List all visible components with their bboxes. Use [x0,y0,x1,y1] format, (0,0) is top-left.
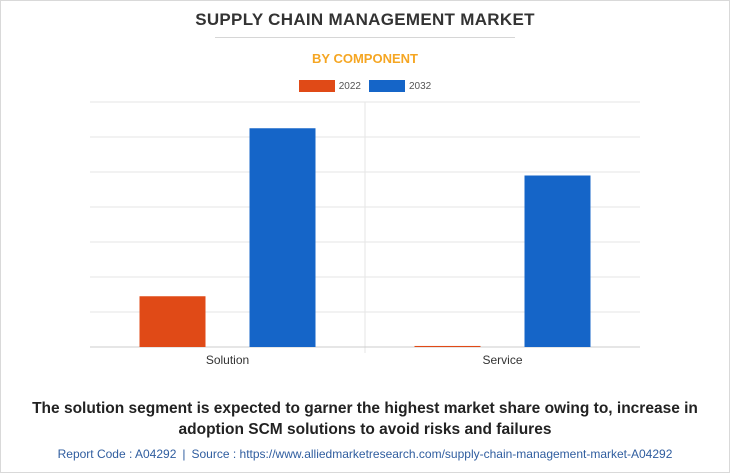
footer-separator: | [182,447,186,461]
legend-item-2032: 2032 [369,80,431,92]
legend-swatch-2022 [298,80,335,92]
chart-subtitle: BY COMPONENT [312,51,418,66]
bar-2032-solution [249,128,316,347]
legend-label-2022: 2022 [338,80,361,92]
source-link[interactable]: Source : https://www.alliedmarketresearc… [191,447,673,461]
bar-2022-service [414,345,481,347]
x-tick-label: Solution [206,353,249,367]
legend-item-2022: 2022 [298,80,361,92]
legend-label-2032: 2032 [409,80,432,92]
legend: 2022 2032 [0,80,730,92]
bar-chart: Solution Service [90,101,640,367]
chart-caption: The solution segment is expected to garn… [32,400,698,438]
report-code: Report Code : A04292 [57,447,177,461]
legend-swatch-2032 [369,80,405,92]
chart-title: SUPPLY CHAIN MANAGEMENT MARKET [195,10,535,29]
title-divider [215,37,515,38]
bar-2022-solution [139,296,206,347]
bar-2032-service [524,175,591,347]
x-tick-label: Service [482,353,522,367]
footer: Report Code : A04292 | Source : https://ww… [0,447,730,461]
